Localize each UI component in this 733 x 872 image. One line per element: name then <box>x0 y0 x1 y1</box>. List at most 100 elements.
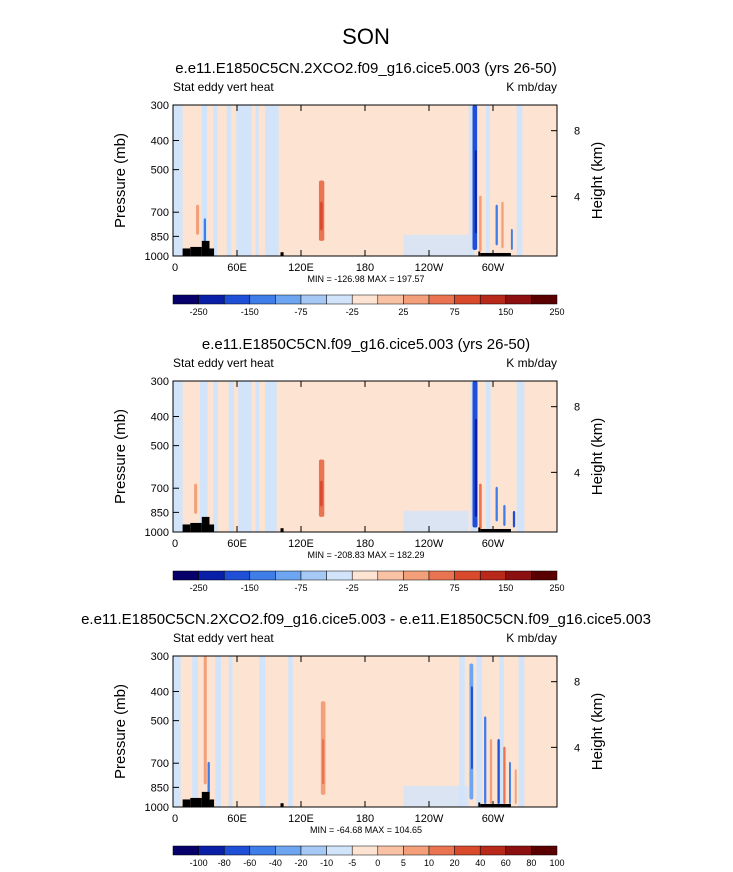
colorbar-swatch <box>428 570 455 581</box>
colorbar-swatch <box>531 845 558 856</box>
contour-band <box>259 656 266 807</box>
y-tick-label: 500 <box>151 441 169 453</box>
colorbar-swatch <box>505 845 532 856</box>
right-axis-title: Height (km) <box>589 418 606 496</box>
contour-band <box>503 504 506 526</box>
colorbar-swatch <box>249 294 276 305</box>
min-max-stats: MIN = -64.68 MAX = 104.65 <box>310 825 422 835</box>
x-tick-label: 180 <box>356 538 374 550</box>
x-tick-label: 0 <box>172 538 178 550</box>
contour-band <box>495 204 498 246</box>
colorbar-label: -150 <box>241 307 259 317</box>
colorbar-label: 25 <box>398 307 408 317</box>
colorbar-swatch <box>198 294 225 305</box>
panel-left-label: Stat eddy vert heat <box>173 356 274 370</box>
panel-left-label: Stat eddy vert heat <box>173 631 274 645</box>
contour-band <box>173 381 183 532</box>
colorbar-swatch <box>403 845 430 856</box>
colorbar-swatch <box>403 570 430 581</box>
figure-title: SON <box>342 24 390 49</box>
colorbar-swatch <box>377 294 404 305</box>
right-axis-title: Height (km) <box>589 693 606 771</box>
x-tick-label: 120W <box>415 262 444 274</box>
topography-block <box>182 248 191 256</box>
height-tick-label: 4 <box>574 191 580 203</box>
contour-band <box>459 656 465 807</box>
contour-band <box>236 105 252 256</box>
y-tick-label: 500 <box>151 165 169 177</box>
contour-band <box>320 480 323 507</box>
contour-band <box>512 510 516 528</box>
colorbar-swatch <box>377 570 404 581</box>
height-tick-label: 8 <box>574 126 580 138</box>
contour-band <box>207 761 210 800</box>
x-tick-label: 0 <box>172 813 178 825</box>
colorbar-label: -150 <box>241 583 259 593</box>
topography-block <box>280 803 284 807</box>
contour-band <box>270 105 279 256</box>
colorbar-swatch <box>198 845 225 856</box>
plot-background <box>173 381 557 532</box>
panel-units-label: K mb/day <box>506 80 557 94</box>
contour-band <box>514 769 517 804</box>
colorbar-label: 150 <box>498 583 513 593</box>
x-tick-label: 120W <box>415 538 444 550</box>
colorbar-label: -25 <box>346 583 359 593</box>
colorbar-label: 40 <box>475 858 485 868</box>
colorbar-swatch <box>275 294 302 305</box>
x-tick-label: 60E <box>227 538 247 550</box>
topography-block <box>182 799 191 807</box>
colorbar-swatch <box>531 294 558 305</box>
height-tick-label: 8 <box>574 402 580 414</box>
x-tick-label: 60E <box>227 262 247 274</box>
y-tick-label: 700 <box>151 207 169 219</box>
contour-band <box>173 656 181 807</box>
contour-band <box>196 204 200 235</box>
chart-panel-1: e.e11.E1850C5CN.2XCO2.f09_g16.cice5.003 … <box>112 60 606 317</box>
contour-band <box>213 381 218 532</box>
topography-block <box>478 527 481 532</box>
colorbar-label: -80 <box>218 858 231 868</box>
colorbar-label: -250 <box>190 307 208 317</box>
contour-band <box>509 761 511 804</box>
colorbar-swatch <box>300 570 327 581</box>
contour-band <box>503 746 506 804</box>
contour-band <box>484 716 487 804</box>
colorbar-swatch <box>326 845 353 856</box>
x-tick-label: 60W <box>482 538 505 550</box>
x-tick-label: 0 <box>172 262 178 274</box>
colorbar-swatch <box>505 294 532 305</box>
height-tick-label: 4 <box>574 742 580 754</box>
contour-band <box>228 381 235 532</box>
colorbar-label: -75 <box>294 307 307 317</box>
x-tick-label: 60W <box>482 262 505 274</box>
contour-band <box>474 418 478 517</box>
contour-band <box>238 381 252 532</box>
contour-band <box>516 381 525 532</box>
colorbar-swatch <box>531 570 558 581</box>
colorbar-swatch <box>249 845 276 856</box>
topography-block <box>280 252 284 256</box>
y-tick-label: 300 <box>151 100 169 112</box>
panel-units-label: K mb/day <box>506 356 557 370</box>
contour-band <box>474 150 477 234</box>
colorbar-swatch <box>326 294 353 305</box>
y-axis-title: Pressure (mb) <box>112 684 129 779</box>
colorbar-label: -40 <box>269 858 282 868</box>
contour-band <box>495 486 498 522</box>
colorbar-label: -60 <box>243 858 256 868</box>
contour-band <box>489 739 493 804</box>
contour-band <box>226 105 232 256</box>
colorbar-label: 100 <box>549 858 564 868</box>
colorbar-label: 250 <box>549 583 564 593</box>
contour-band <box>213 105 218 256</box>
contour-band <box>201 105 208 256</box>
x-tick-label: 120E <box>288 262 314 274</box>
colorbar-swatch <box>403 294 430 305</box>
contour-band <box>321 739 325 785</box>
topography-block <box>201 516 210 532</box>
panel-title: e.e11.E1850C5CN.f09_g16.cice5.003 (yrs 2… <box>202 336 530 353</box>
surface-cool-layer <box>403 785 469 807</box>
colorbar-swatch <box>377 845 404 856</box>
